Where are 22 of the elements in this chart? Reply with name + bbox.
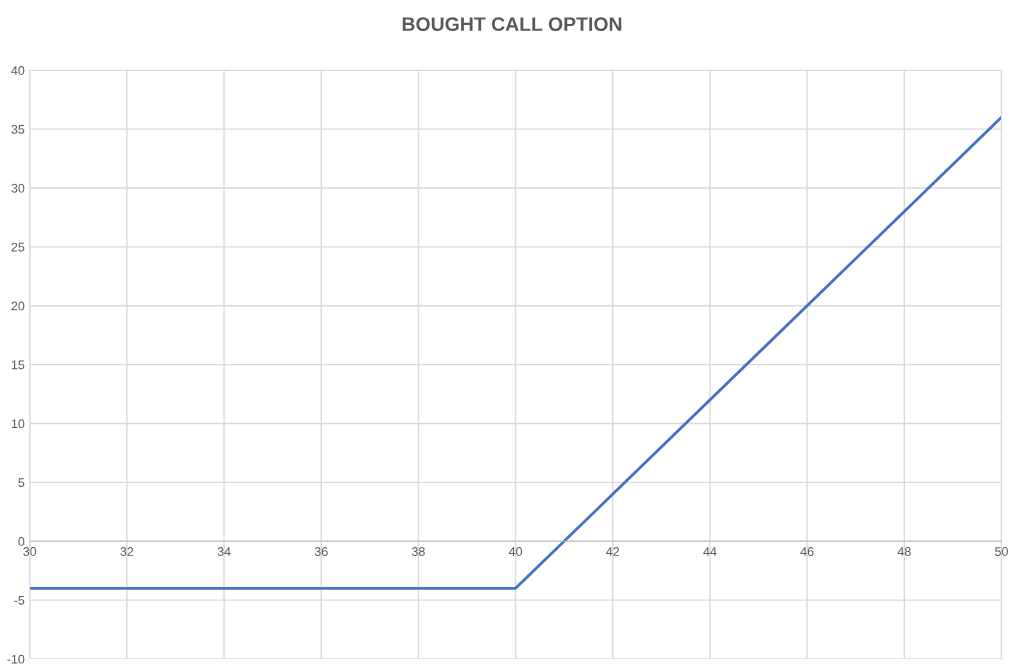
x-tick-label: 42	[606, 547, 620, 556]
x-tick-label: 50	[995, 547, 1008, 556]
y-tick-label: 20	[11, 301, 25, 311]
y-tick-label: 40	[11, 66, 25, 75]
x-tick-label: 48	[897, 547, 911, 556]
y-tick-label: 5	[18, 478, 25, 487]
y-tick-label: 35	[11, 124, 25, 134]
x-tick-label: 46	[800, 547, 814, 556]
x-tick-label: 44	[703, 547, 717, 556]
x-tick-label: 38	[411, 547, 425, 556]
y-tick-label: 15	[11, 360, 25, 370]
y-tick-label: -10	[7, 654, 25, 664]
y-tick-label: 25	[11, 242, 25, 252]
y-tick-label: 0	[18, 537, 25, 546]
x-tick-label: 40	[508, 547, 523, 556]
x-tick-label: 32	[120, 547, 134, 556]
x-tick-label: 36	[314, 547, 328, 556]
y-tick-label: 10	[11, 419, 25, 429]
x-tick-label: 34	[217, 547, 231, 556]
chart-title: BOUGHT CALL OPTION	[402, 17, 622, 32]
y-tick-label: -5	[14, 596, 25, 605]
y-tick-label: 30	[11, 183, 25, 193]
